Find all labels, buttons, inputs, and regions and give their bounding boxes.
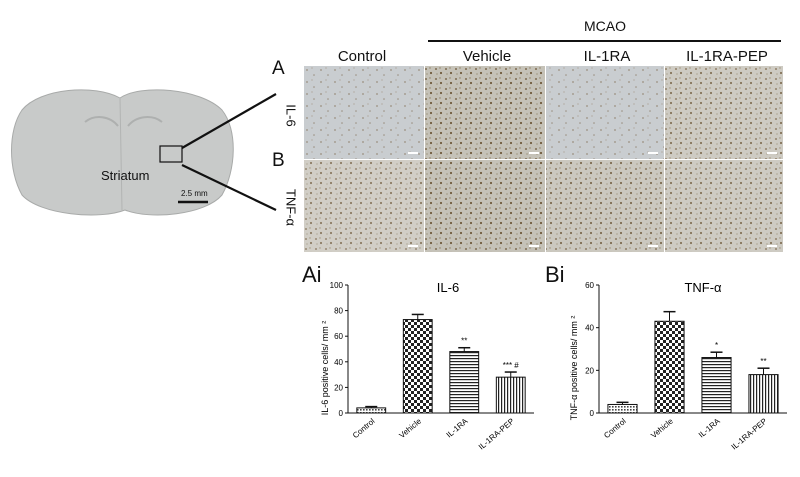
y-axis-label: TNF-α positive cells/ mm ² [569,316,579,421]
striatum-label: Striatum [101,168,149,183]
bar [495,376,526,414]
bar [356,407,387,414]
column-header-control: Control [337,48,387,65]
x-tick-label: Vehicle [397,416,423,440]
bar [748,374,779,414]
bar [701,357,732,414]
significance-label: ** [760,357,766,366]
column-header-il1ra-pep: IL-1RA-PEP [686,48,768,65]
chart-title: IL-6 [437,280,459,295]
y-tick-label: 20 [334,383,343,392]
micrograph-il6-control [304,66,424,159]
y-tick-label: 80 [334,307,343,316]
panel-label-bi: Bi [545,262,565,287]
y-axis-label: IL-6 positive cells/ mm ² [320,321,330,416]
micrograph-tnf-il1ra-pep [665,160,783,252]
x-tick-label: IL-1RA [445,416,470,439]
chart-tnf: TNF-α TNF-α positive cells/ mm ² 0 20 40 60… [569,280,787,452]
x-tick-label: Vehicle [649,416,675,440]
micrograph-tnf-control [304,160,424,252]
bar [607,403,638,414]
significance-label: * [715,341,718,350]
connector-lines [181,93,277,211]
y-tick-label: 0 [339,409,344,418]
y-tick-label: 60 [585,281,594,290]
scale-bar-label: 2.5 mm [181,189,208,198]
y-tick-label: 40 [334,358,343,367]
panel-label-a: A [272,58,285,79]
micrograph-il6-il1ra-pep [665,66,783,159]
y-tick-label: 20 [585,366,594,375]
x-tick-label: IL-1RA [697,416,722,439]
chart-title: TNF-α [684,280,722,295]
column-header-il1ra: IL-1RA [583,48,631,65]
mcao-label: MCAO [584,18,626,34]
x-tick-label: IL-1RA-PEP [477,417,516,452]
column-header-vehicle: Vehicle [462,48,512,65]
x-tick-label: Control [351,416,377,440]
row-label-tnf: TNF-α [283,188,299,227]
mcao-bracket [428,40,781,42]
micrograph-tnf-il1ra [546,160,664,252]
significance-label: *** # [503,361,520,370]
striatum-box [159,145,183,163]
significance-label: ** [461,337,467,346]
row-label-il6: IL-6 [283,104,299,127]
bar [402,319,433,414]
bar [654,320,685,414]
y-tick-label: 60 [334,332,343,341]
panel-label-ai: Ai [302,262,322,287]
panel-label-b: B [272,150,285,171]
brain-section-image: Striatum 2.5 mm [11,89,234,216]
micrograph-grid [304,66,783,252]
x-tick-label: IL-1RA-PEP [730,417,769,452]
micrograph-il6-il1ra [546,66,664,159]
bar [449,351,480,414]
x-tick-label: Control [602,416,628,440]
y-tick-label: 40 [585,324,594,333]
y-tick-label: 0 [590,409,595,418]
micrograph-tnf-vehicle [425,160,545,252]
chart-il6: IL-6 IL-6 positive cells/ mm ² 0 20 40 60 80… [320,280,534,452]
micrograph-il6-vehicle [425,66,545,159]
y-tick-label: 100 [330,281,344,290]
